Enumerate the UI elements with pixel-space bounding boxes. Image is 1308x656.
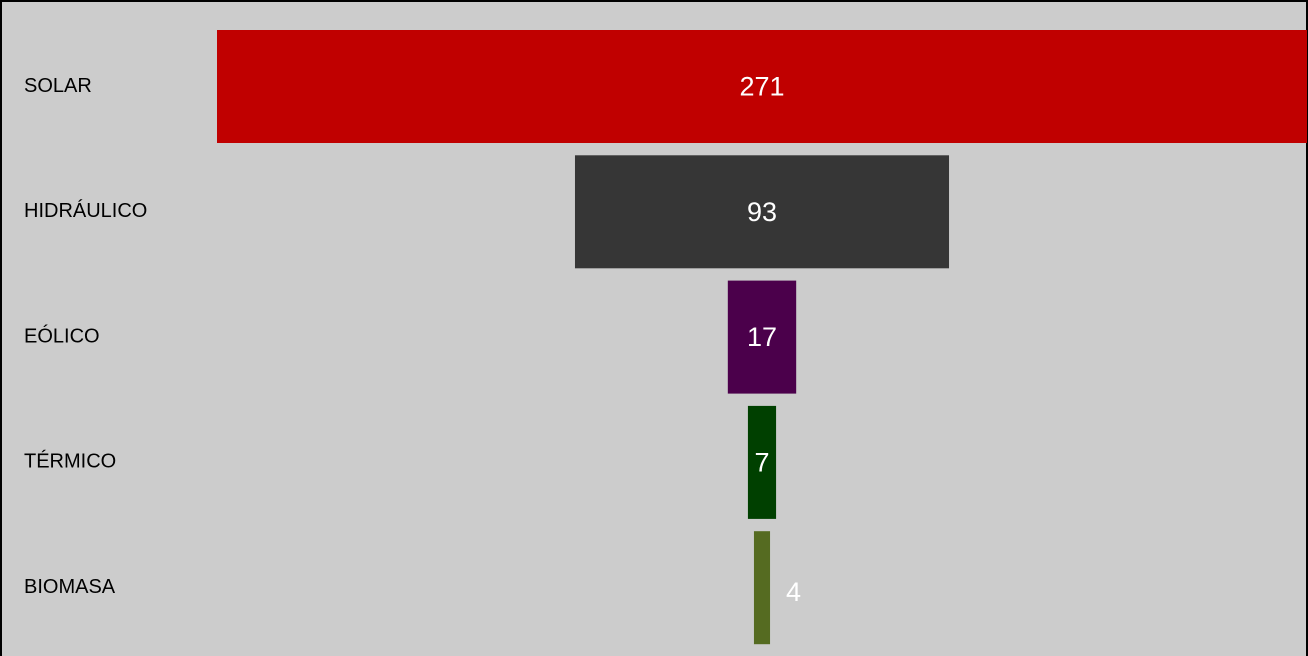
value-label: 93: [747, 197, 777, 227]
category-label: HIDRÁULICO: [24, 199, 147, 222]
funnel-bar: [747, 405, 777, 519]
funnel-bar: [727, 280, 797, 394]
funnel-bar: [753, 531, 771, 645]
value-label: 17: [747, 322, 777, 352]
value-label: 4: [786, 577, 801, 607]
funnel-bar: [574, 155, 950, 269]
value-label: 271: [739, 72, 784, 102]
category-label: TÉRMICO: [24, 450, 116, 473]
category-label: BIOMASA: [24, 576, 116, 598]
value-label: 7: [754, 448, 769, 478]
category-label: SOLAR: [24, 75, 92, 97]
funnel-bar: [217, 30, 1307, 143]
category-label: EÓLICO: [24, 324, 100, 347]
